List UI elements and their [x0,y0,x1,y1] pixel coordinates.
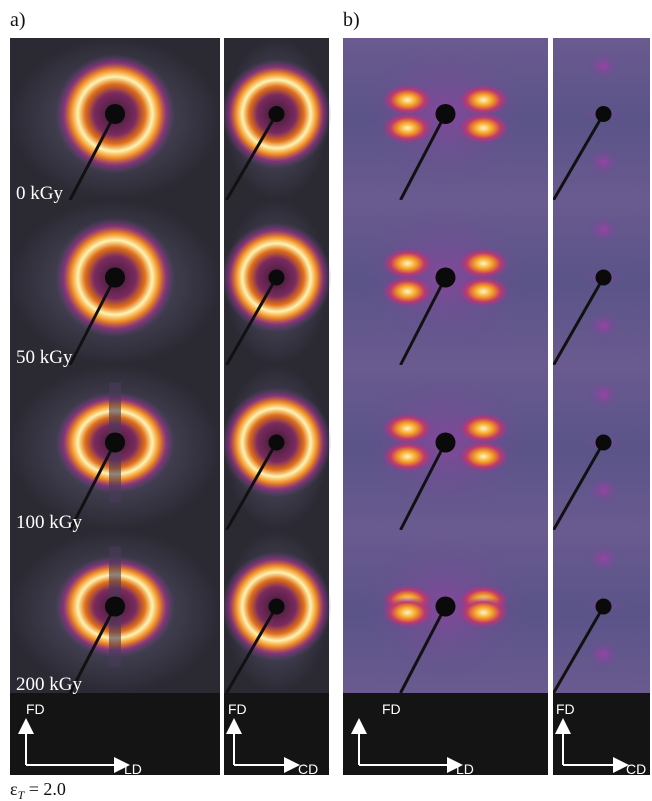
lobe [382,276,434,308]
beam-stop [436,268,456,288]
spot [588,52,620,80]
spot [588,545,620,573]
dose-label: 200 kGy [16,674,82,695]
spot [588,381,620,409]
lobe [382,441,434,473]
beam-stop [105,433,125,453]
axis-label: FD [382,701,401,717]
lobe [458,248,510,280]
caption-rest: = 2.0 [24,779,66,799]
panel-label: b) [343,9,360,31]
beam-stop [105,268,125,288]
divider [550,38,553,775]
beam-stop [436,597,456,617]
lobe [458,441,510,473]
beam-stop [436,433,456,453]
axis-strip [343,693,548,775]
panel-label: a) [10,9,26,31]
lobe [382,597,434,629]
beam-stop [105,104,125,124]
beam-stop [596,599,612,615]
beam-stop [269,106,285,122]
lobe [382,112,434,144]
spot [588,312,620,340]
lobe [458,597,510,629]
beam-stop [436,104,456,124]
lobe [382,413,434,445]
beam-stop [105,597,125,617]
axis-label: LD [456,761,474,777]
axis-label: CD [626,761,646,777]
dose-label: 50 kGy [16,347,73,368]
spot [588,216,620,244]
lobe [458,112,510,144]
beam-stop [596,435,612,451]
axis-label: CD [298,761,318,777]
spot [588,477,620,505]
lobe [382,84,434,116]
axis-label: FD [26,701,45,717]
lobe [458,413,510,445]
beam-stop [269,435,285,451]
beam-stop [269,599,285,615]
spot [588,641,620,669]
figure: a) b) εT = 2.0 0 kGy 50 kGy 100 kGy 200 … [0,0,652,801]
beam-stop [596,106,612,122]
beam-stop [269,270,285,286]
caption: εT = 2.0 [10,779,66,801]
divider [221,38,224,775]
patterns [10,38,650,775]
axis-label: LD [124,761,142,777]
lobe [458,84,510,116]
axis-label: FD [228,701,247,717]
lobe [458,276,510,308]
axis-label: FD [556,701,575,717]
dose-label: 100 kGy [16,512,82,533]
spot [588,148,620,176]
lobe [382,248,434,280]
dose-label: 0 kGy [16,183,63,204]
beam-stop [596,270,612,286]
